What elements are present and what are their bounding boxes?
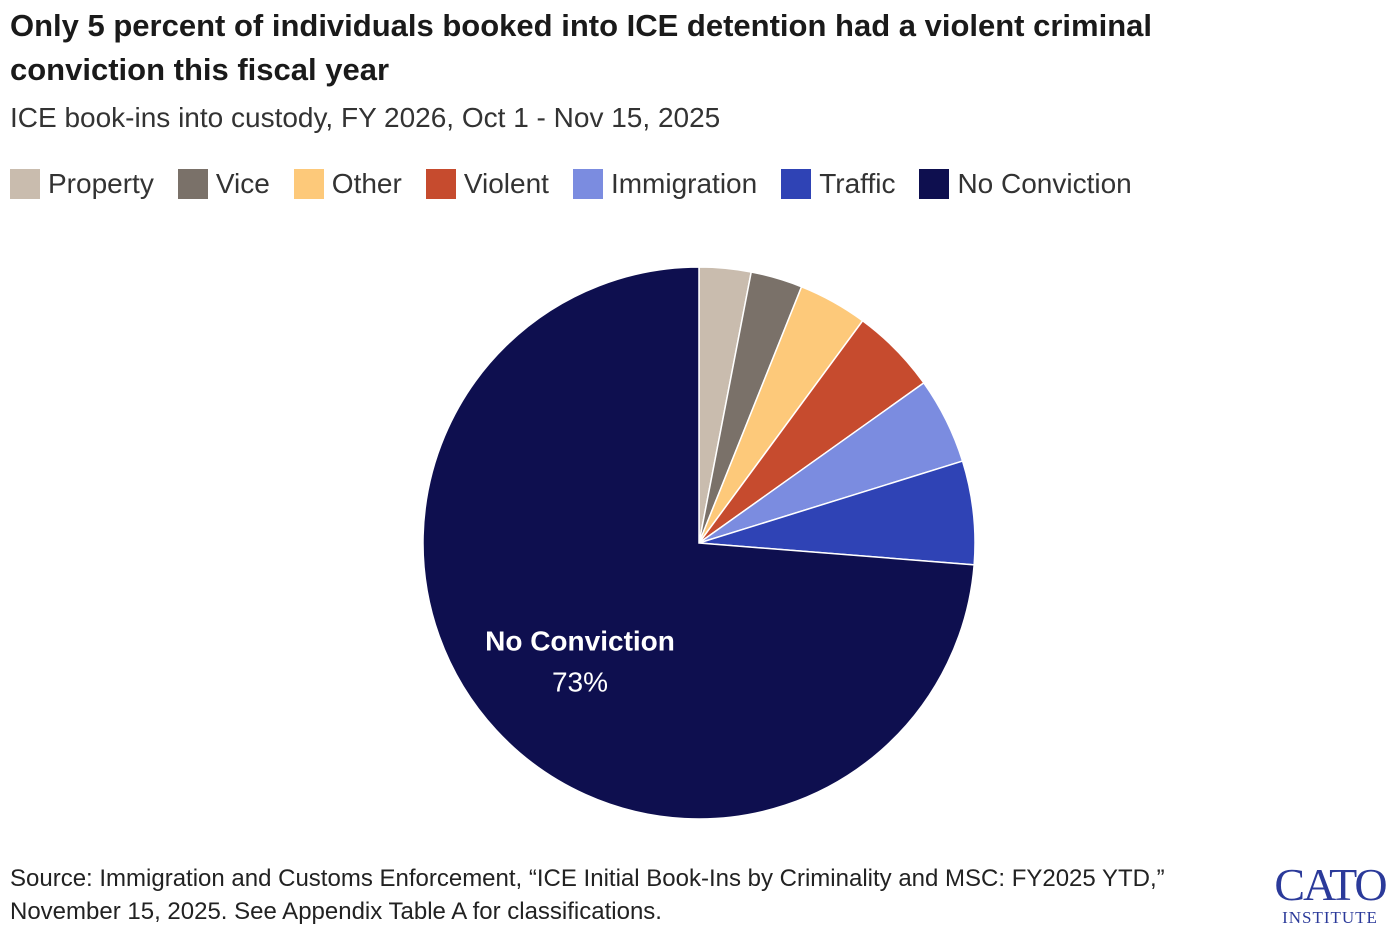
legend: Property Vice Other Violent Immigration Traff… <box>10 168 1156 200</box>
logo-subtitle: INSTITUTE <box>1282 908 1378 927</box>
logo-name: CATO <box>1274 859 1387 910</box>
legend-label: Violent <box>463 168 549 199</box>
legend-label: Property <box>48 168 154 199</box>
legend-label: Immigration <box>610 168 758 199</box>
logo: CATO INSTITUTE <box>1268 862 1392 928</box>
legend-item: Other <box>293 168 402 200</box>
legend-item: Traffic <box>781 168 895 200</box>
legend-swatch <box>781 169 812 199</box>
chart-subtitle: ICE book-ins into custody, FY 2026, Oct … <box>10 102 721 133</box>
legend-item: Property <box>10 168 154 200</box>
pie-slice <box>422 266 975 820</box>
chart-title: Only 5 percent of individuals booked int… <box>10 8 1152 87</box>
legend-label: Vice <box>215 168 270 199</box>
source-note: Source: Immigration and Customs Enforcem… <box>10 865 1165 925</box>
legend-swatch <box>293 169 324 199</box>
slice-name: No Conviction <box>485 625 675 656</box>
legend-item: Violent <box>425 168 549 200</box>
legend-swatch <box>10 169 40 199</box>
legend-swatch <box>572 169 603 199</box>
slice-value-label: 73% <box>552 666 608 697</box>
legend-swatch <box>177 169 208 199</box>
legend-item: Vice <box>177 168 270 200</box>
legend-item: Immigration <box>572 168 758 200</box>
legend-label: Other <box>331 168 402 199</box>
legend-swatch <box>425 169 456 199</box>
legend-label: Traffic <box>819 168 896 199</box>
legend-item: No Conviction <box>919 168 1132 200</box>
legend-label: No Conviction <box>957 168 1132 199</box>
legend-swatch <box>919 169 950 199</box>
